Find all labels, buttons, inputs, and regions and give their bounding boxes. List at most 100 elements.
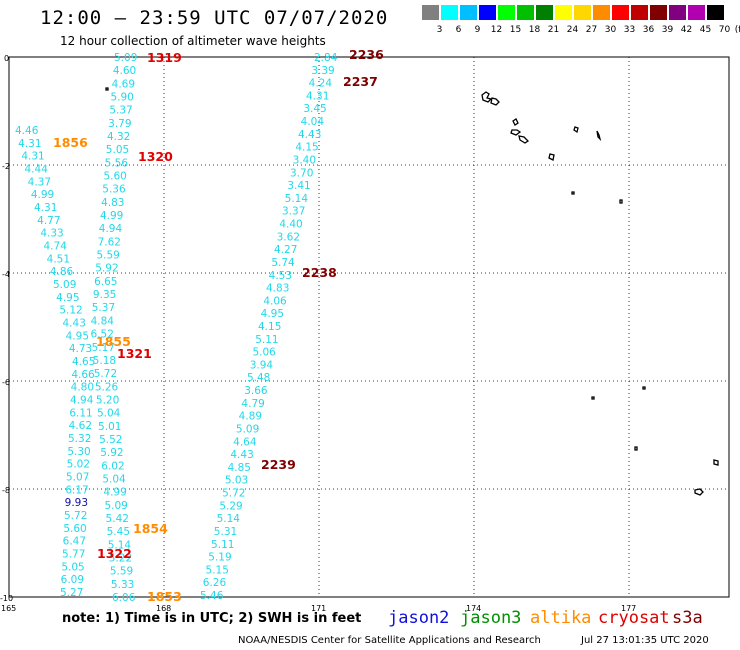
pass-time-label: 1320 [138, 149, 173, 164]
wave-height-value: 5.36 [102, 184, 126, 196]
wave-height-value: 4.95 [56, 292, 79, 304]
pass-time-label: 2237 [343, 74, 378, 89]
wave-height-value: 6.17 [65, 484, 88, 496]
wave-height-value: 4.83 [101, 197, 124, 209]
wave-height-value: 3.37 [282, 206, 305, 218]
wave-height-value: 5.77 [62, 549, 85, 561]
wave-height-value: 4.83 [266, 283, 289, 295]
wave-height-value: 4.32 [107, 131, 130, 143]
pass-time-labels: 1319 1320 1321 1322 1856 1855 1854 1853 2236 2237… [53, 47, 384, 604]
island-outline [642, 386, 646, 390]
wave-height-value: 5.37 [92, 302, 115, 314]
island-outline [510, 129, 522, 136]
legend-item-jason3: jason3 [460, 608, 522, 628]
wave-height-value: 4.15 [295, 142, 318, 154]
x-tick-label: 168 [156, 604, 171, 613]
wave-height-value: 4.31 [18, 138, 41, 150]
wave-height-value: 4.94 [70, 395, 94, 407]
wave-height-value: 5.11 [211, 539, 234, 551]
wave-height-value: 4.15 [258, 321, 281, 333]
color-scale-label: 45 [699, 25, 712, 35]
x-tick-label: 171 [311, 604, 326, 613]
wave-height-value: 4.64 [233, 436, 257, 448]
pass-time-label: 1853 [147, 589, 182, 604]
island-outline [573, 126, 579, 134]
wave-height-value: 5.37 [109, 105, 132, 117]
wave-height-value: 6.02 [101, 460, 124, 472]
map-subtitle: 12 hour collection of altimeter wave hei… [60, 34, 326, 48]
wave-height-value: 5.05 [106, 144, 129, 156]
axis-ticks: 165 168 171 174 177 0 -2 -4 -6 -8 -10 [0, 54, 636, 613]
legend-item-s3a: s3a [672, 608, 703, 628]
island-outline [591, 396, 595, 400]
wave-height-value: 3.79 [108, 118, 131, 130]
wave-height-value: 7.62 [98, 236, 121, 248]
wave-height-value: 9.35 [93, 289, 116, 301]
wave-height-value: 4.66 [71, 369, 95, 381]
wave-height-value: 5.14 [108, 539, 132, 551]
wave-height-value: 5.92 [100, 447, 123, 459]
wave-height-value: 5.09 [114, 52, 137, 64]
color-swatch [574, 5, 591, 20]
island-outline [571, 191, 575, 195]
wave-height-value: 5.09 [236, 423, 259, 435]
wave-height-value: 5.09 [104, 500, 127, 512]
generation-timestamp: Jul 27 13:01:35 UTC 2020 [581, 635, 709, 646]
color-scale-label: 33 [623, 25, 636, 35]
wave-height-value: 5.02 [67, 459, 90, 471]
wave-height-value: 4.43 [63, 318, 86, 330]
color-scale-label: 24 [566, 25, 579, 35]
wave-height-value: 5.04 [97, 408, 121, 420]
color-swatch [688, 5, 705, 20]
wave-height-value: 5.72 [64, 510, 87, 522]
wave-height-value: 4.74 [44, 241, 68, 253]
wave-height-value: 5.17 [92, 342, 115, 354]
island-outline [481, 91, 493, 103]
legend-item-jason2: jason2 [388, 608, 450, 628]
color-swatch [460, 5, 477, 20]
wave-height-value: 2.84 [314, 52, 338, 64]
island-outline [694, 488, 704, 496]
color-swatch [669, 5, 686, 20]
pass-time-label: 1321 [117, 346, 152, 361]
wave-height-value: 6.52 [91, 329, 114, 341]
wave-height-value: 4.99 [31, 189, 54, 201]
wave-height-value: 4.77 [37, 215, 60, 227]
wave-height-value: 6.65 [94, 276, 117, 288]
wave-height-value: 4.95 [66, 330, 89, 342]
wave-height-value: 5.48 [247, 372, 270, 384]
color-swatch [441, 5, 458, 20]
map-title: 12:00 – 23:59 UTC 07/07/2020 [40, 7, 389, 29]
wave-height-value: 4.04 [301, 116, 325, 128]
island-outline [518, 135, 530, 144]
color-swatch [517, 5, 534, 20]
x-tick-label: 174 [466, 604, 481, 613]
wave-height-value: 4.69 [112, 78, 135, 90]
color-scale-label: 9 [474, 25, 481, 35]
pass-time-label: 1319 [147, 50, 182, 65]
island-outline [713, 459, 719, 466]
wave-height-value: 4.85 [228, 462, 251, 474]
wave-height-value: 4.86 [50, 266, 74, 278]
wave-height-value: 5.60 [103, 171, 126, 183]
color-scale-label: 3 [436, 25, 443, 35]
wave-height-value: 4.79 [241, 398, 264, 410]
island-outline [548, 153, 555, 161]
wave-height-value: 4.43 [298, 129, 321, 141]
wave-height-value: 3.94 [250, 359, 274, 371]
wave-height-value: 5.11 [255, 334, 278, 346]
island-outline [105, 87, 109, 91]
wave-height-value: 4.33 [40, 228, 63, 240]
wave-height-value: 5.27 [60, 587, 83, 599]
wave-height-value: 5.33 [111, 579, 134, 591]
wave-height-value: 5.46 [200, 590, 224, 602]
legend-item-cryosat: cryosat [598, 608, 670, 628]
wave-height-value: 4.99 [100, 210, 123, 222]
x-tick-label: 165 [1, 604, 16, 613]
wave-height-value: 5.26 [95, 381, 119, 393]
wave-height-value: 5.56 [105, 157, 129, 169]
wave-height-value: 5.90 [110, 92, 133, 104]
color-scale-label: 36 [642, 25, 655, 35]
color-scale-label: 39 [661, 25, 674, 35]
island-outline [619, 199, 623, 204]
